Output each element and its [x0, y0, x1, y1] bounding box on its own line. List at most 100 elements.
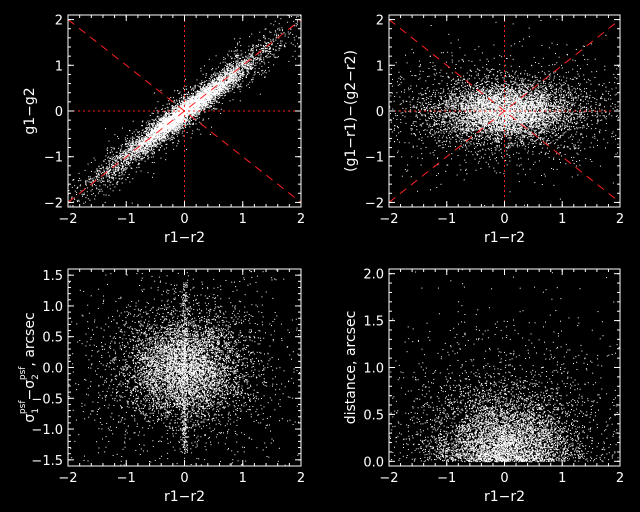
data-point: [130, 152, 132, 154]
data-point: [264, 46, 266, 48]
data-point: [275, 37, 277, 39]
data-point: [252, 48, 254, 50]
data-point: [127, 138, 129, 139]
data-point: [206, 93, 208, 95]
data-point: [138, 151, 140, 153]
data-point: [183, 98, 184, 100]
data-point: [167, 122, 169, 124]
data-point: [216, 100, 218, 102]
data-point: [179, 128, 181, 130]
data-point: [113, 171, 115, 173]
data-point: [278, 47, 280, 49]
data-point: [137, 141, 138, 143]
data-point: [171, 109, 173, 111]
data-point: [231, 50, 232, 52]
data-point: [173, 100, 175, 102]
data-point: [88, 178, 90, 180]
data-point: [230, 78, 232, 80]
data-point: [254, 57, 256, 59]
data-point: [89, 216, 90, 217]
data-point: [189, 109, 191, 111]
data-point: [224, 61, 226, 63]
data-point: [187, 123, 189, 125]
data-point: [207, 91, 209, 92]
data-point: [305, 33, 306, 34]
data-point: [249, 81, 251, 83]
data-point: [162, 108, 163, 110]
data-point: [121, 144, 123, 146]
data-point: [215, 94, 217, 96]
data-point: [277, 56, 279, 58]
data-point: [244, 67, 246, 69]
data-point: [146, 148, 148, 150]
data-point: [180, 103, 182, 105]
data-point: [206, 92, 208, 94]
data-point: [143, 139, 145, 141]
data-point: [222, 78, 224, 80]
data-point: [136, 136, 138, 137]
data-point: [233, 86, 235, 88]
data-point: [152, 112, 154, 114]
data-point: [238, 54, 240, 56]
data-point: [205, 107, 207, 108]
data-point: [240, 74, 242, 76]
data-point: [163, 117, 165, 119]
data-point: [169, 112, 171, 114]
data-point: [277, 28, 278, 30]
data-point: [225, 83, 227, 85]
data-point: [193, 89, 194, 91]
data-point: [143, 132, 144, 134]
data-point: [173, 108, 175, 110]
data-point: [219, 62, 221, 64]
data-point: [112, 154, 114, 156]
data-point: [158, 118, 160, 120]
data-point: [234, 82, 236, 84]
data-point: [125, 143, 127, 145]
data-point: [215, 97, 217, 99]
data-point: [153, 124, 155, 126]
data-point: [101, 164, 103, 166]
data-point: [139, 143, 141, 145]
data-point: [242, 71, 244, 73]
data-point: [229, 65, 231, 67]
data-point: [252, 57, 254, 59]
data-point: [137, 164, 139, 166]
data-point: [228, 90, 230, 92]
data-point: [292, 55, 294, 57]
data-point: [134, 141, 136, 143]
data-point: [191, 114, 193, 116]
data-point: [238, 63, 240, 65]
data-point: [223, 95, 225, 97]
data-point: [189, 103, 191, 105]
data-point: [211, 77, 213, 79]
data-point: [312, 9, 313, 10]
data-point: [166, 118, 168, 120]
data-point: [215, 81, 216, 83]
data-point: [268, 51, 270, 52]
data-point: [220, 82, 222, 84]
data-point: [110, 149, 112, 151]
data-point: [258, 43, 259, 45]
data-point: [173, 142, 175, 144]
data-point: [90, 181, 92, 183]
data-point: [159, 118, 161, 120]
data-point: [103, 184, 105, 186]
data-point: [169, 109, 171, 111]
data-point: [58, 184, 59, 185]
data-point: [116, 184, 118, 185]
data-point: [201, 80, 203, 82]
data-point: [173, 116, 175, 118]
data-point: [124, 157, 126, 159]
data-point: [175, 126, 177, 128]
data-point: [110, 168, 111, 170]
data-point: [213, 83, 215, 85]
data-point: [178, 93, 180, 95]
data-point: [139, 136, 141, 137]
data-point: [185, 103, 187, 104]
data-point: [166, 112, 168, 114]
data-point: [166, 130, 168, 131]
data-point: [167, 125, 169, 127]
data-point: [132, 136, 134, 138]
data-point: [290, 42, 292, 44]
data-point: [196, 90, 198, 92]
